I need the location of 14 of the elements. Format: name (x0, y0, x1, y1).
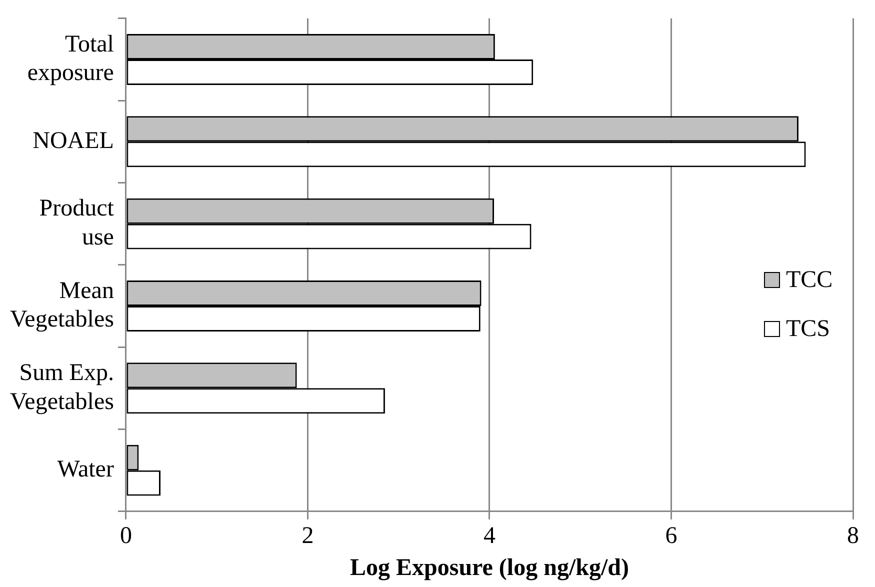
y-tick-label: NOAEL (32, 128, 114, 154)
y-tick-label: Sum Exp. Vegetables (10, 360, 114, 415)
x-tick-label: 6 (665, 523, 678, 550)
y-tick-label: Mean Vegetables (10, 278, 114, 333)
x-axis-title: Log Exposure (log ng/kg/d) (350, 554, 629, 581)
y-tick-label: Water (57, 456, 114, 483)
x-tick-label: 4 (483, 523, 496, 550)
legend-label: TCC (786, 266, 833, 294)
y-tick-label: Total exposure (27, 31, 114, 86)
x-tick-label: 0 (120, 523, 132, 550)
x-tick-label: 8 (847, 523, 859, 550)
y-tick-label: Product use (39, 196, 114, 251)
x-tick-label: 2 (302, 523, 314, 550)
text: TCS (786, 316, 830, 343)
